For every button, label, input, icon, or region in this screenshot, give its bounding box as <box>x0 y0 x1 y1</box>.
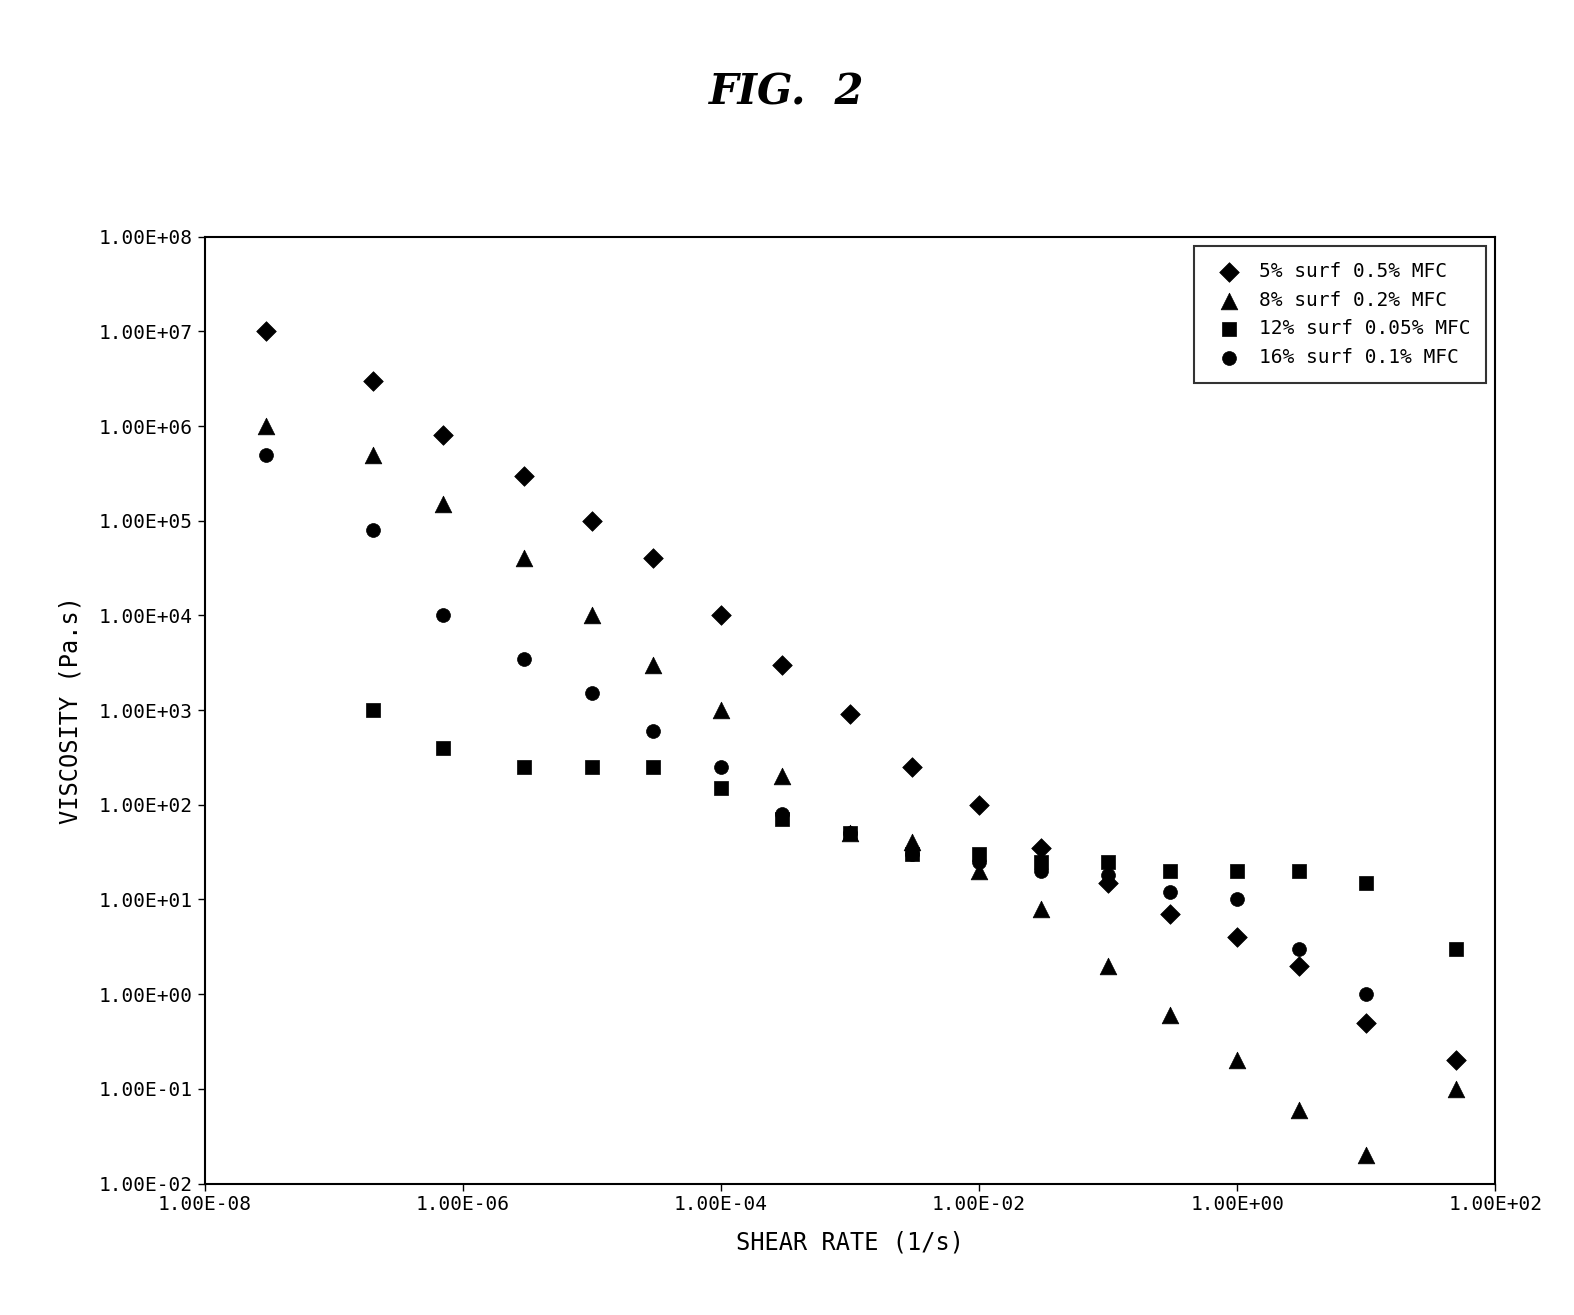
12% surf 0.05% MFC <box>360 700 386 721</box>
16% surf 0.1% MFC <box>966 851 992 872</box>
16% surf 0.1% MFC <box>837 823 863 844</box>
12% surf 0.05% MFC <box>1096 851 1121 872</box>
8% surf 0.2% MFC <box>1443 1078 1469 1099</box>
12% surf 0.05% MFC <box>770 809 795 830</box>
X-axis label: SHEAR RATE (1/s): SHEAR RATE (1/s) <box>737 1231 963 1255</box>
8% surf 0.2% MFC <box>1028 898 1053 919</box>
12% surf 0.05% MFC <box>1286 860 1311 881</box>
12% surf 0.05% MFC <box>837 823 863 844</box>
8% surf 0.2% MFC <box>430 493 455 514</box>
5% surf 0.5% MFC <box>837 704 863 725</box>
8% surf 0.2% MFC <box>1225 1049 1250 1070</box>
8% surf 0.2% MFC <box>708 700 733 721</box>
5% surf 0.5% MFC <box>641 548 666 569</box>
8% surf 0.2% MFC <box>1157 1005 1182 1026</box>
16% surf 0.1% MFC <box>641 721 666 742</box>
16% surf 0.1% MFC <box>253 444 279 466</box>
16% surf 0.1% MFC <box>430 605 455 626</box>
16% surf 0.1% MFC <box>1354 984 1379 1005</box>
5% surf 0.5% MFC <box>430 425 455 446</box>
16% surf 0.1% MFC <box>579 682 604 704</box>
5% surf 0.5% MFC <box>579 510 604 531</box>
12% surf 0.05% MFC <box>579 756 604 777</box>
16% surf 0.1% MFC <box>1157 881 1182 902</box>
8% surf 0.2% MFC <box>1354 1144 1379 1165</box>
12% surf 0.05% MFC <box>899 844 924 865</box>
8% surf 0.2% MFC <box>641 655 666 676</box>
Y-axis label: VISCOSITY (Pa.s): VISCOSITY (Pa.s) <box>58 596 82 825</box>
16% surf 0.1% MFC <box>1286 939 1311 960</box>
Text: FIG.  2: FIG. 2 <box>710 71 864 113</box>
12% surf 0.05% MFC <box>1354 872 1379 893</box>
12% surf 0.05% MFC <box>1157 860 1182 881</box>
8% surf 0.2% MFC <box>837 823 863 844</box>
8% surf 0.2% MFC <box>512 548 537 569</box>
Legend: 5% surf 0.5% MFC, 8% surf 0.2% MFC, 12% surf 0.05% MFC, 16% surf 0.1% MFC: 5% surf 0.5% MFC, 8% surf 0.2% MFC, 12% … <box>1195 246 1486 383</box>
5% surf 0.5% MFC <box>253 321 279 342</box>
16% surf 0.1% MFC <box>1096 865 1121 886</box>
12% surf 0.05% MFC <box>708 777 733 798</box>
8% surf 0.2% MFC <box>1286 1099 1311 1120</box>
5% surf 0.5% MFC <box>770 655 795 676</box>
16% surf 0.1% MFC <box>512 648 537 669</box>
5% surf 0.5% MFC <box>1157 903 1182 924</box>
8% surf 0.2% MFC <box>899 832 924 853</box>
8% surf 0.2% MFC <box>770 765 795 786</box>
12% surf 0.05% MFC <box>1443 939 1469 960</box>
16% surf 0.1% MFC <box>1028 860 1053 881</box>
16% surf 0.1% MFC <box>708 756 733 777</box>
12% surf 0.05% MFC <box>512 756 537 777</box>
16% surf 0.1% MFC <box>899 844 924 865</box>
16% surf 0.1% MFC <box>360 519 386 540</box>
5% surf 0.5% MFC <box>708 605 733 626</box>
12% surf 0.05% MFC <box>966 844 992 865</box>
12% surf 0.05% MFC <box>430 738 455 759</box>
5% surf 0.5% MFC <box>899 756 924 777</box>
5% surf 0.5% MFC <box>966 794 992 815</box>
16% surf 0.1% MFC <box>770 803 795 825</box>
5% surf 0.5% MFC <box>360 371 386 392</box>
5% surf 0.5% MFC <box>1286 955 1311 976</box>
8% surf 0.2% MFC <box>253 416 279 437</box>
8% surf 0.2% MFC <box>360 444 386 466</box>
8% surf 0.2% MFC <box>966 860 992 881</box>
8% surf 0.2% MFC <box>579 605 604 626</box>
8% surf 0.2% MFC <box>1096 955 1121 976</box>
5% surf 0.5% MFC <box>1225 927 1250 948</box>
12% surf 0.05% MFC <box>641 756 666 777</box>
12% surf 0.05% MFC <box>1225 860 1250 881</box>
12% surf 0.05% MFC <box>1028 851 1053 872</box>
5% surf 0.5% MFC <box>1028 838 1053 859</box>
5% surf 0.5% MFC <box>512 466 537 487</box>
16% surf 0.1% MFC <box>1225 889 1250 910</box>
5% surf 0.5% MFC <box>1096 872 1121 893</box>
5% surf 0.5% MFC <box>1443 1049 1469 1070</box>
5% surf 0.5% MFC <box>1354 1013 1379 1034</box>
